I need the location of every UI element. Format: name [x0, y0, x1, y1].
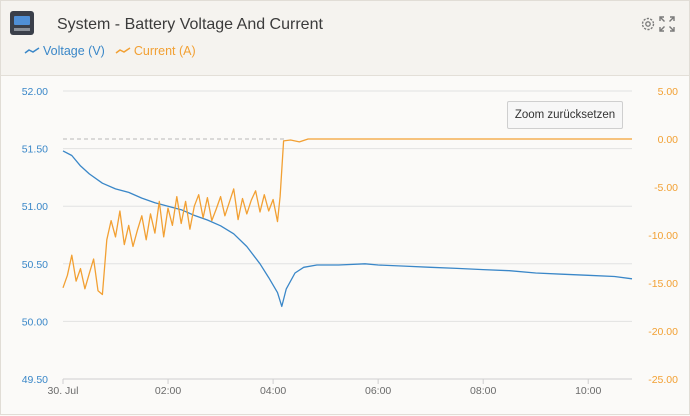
- x-tick-label: 04:00: [260, 385, 286, 397]
- y-left-tick-label: 51.00: [22, 201, 48, 213]
- y-right-tick-label: -5.00: [654, 182, 678, 194]
- x-tick-label: 08:00: [470, 385, 496, 397]
- x-tick-label: 30. Jul: [48, 385, 79, 397]
- y-right-tick-label: -10.00: [648, 230, 678, 242]
- current-series-line[interactable]: [62, 138, 632, 296]
- system-icon: [10, 11, 34, 35]
- y-right-tick-label: -20.00: [648, 326, 678, 338]
- reset-zoom-button[interactable]: Zoom zurücksetzen: [507, 101, 623, 129]
- y-right-tick-label: -25.00: [648, 374, 678, 386]
- y-left-tick-label: 50.00: [22, 316, 48, 328]
- voltage-series-line[interactable]: [62, 150, 633, 308]
- y-left-tick-label: 52.00: [22, 86, 48, 98]
- legend-line-voltage-icon: [24, 47, 40, 54]
- chart-header: System - Battery Voltage And Current Vol…: [1, 1, 689, 76]
- y-left-tick-label: 51.50: [22, 144, 48, 156]
- chart-title: System - Battery Voltage And Current: [57, 16, 323, 33]
- legend-label-current: Current (A): [133, 44, 196, 58]
- expand-icon[interactable]: [658, 15, 676, 33]
- legend-item-current[interactable]: Current (A): [115, 44, 196, 58]
- legend-line-current-icon: [115, 47, 131, 54]
- x-tick-label: 06:00: [365, 385, 391, 397]
- y-left-tick-label: 49.50: [22, 374, 48, 386]
- y-right-tick-label: -15.00: [648, 278, 678, 290]
- y-right-tick-label: 0.00: [658, 134, 679, 146]
- legend: Voltage (V) Current (A): [24, 44, 196, 58]
- legend-item-voltage[interactable]: Voltage (V): [24, 44, 105, 58]
- x-tick-label: 02:00: [155, 385, 181, 397]
- x-tick-label: 10:00: [575, 385, 601, 397]
- legend-label-voltage: Voltage (V): [43, 44, 105, 58]
- y-left-tick-label: 50.50: [22, 259, 48, 271]
- y-right-tick-label: 5.00: [658, 86, 679, 98]
- gear-icon[interactable]: [639, 15, 657, 33]
